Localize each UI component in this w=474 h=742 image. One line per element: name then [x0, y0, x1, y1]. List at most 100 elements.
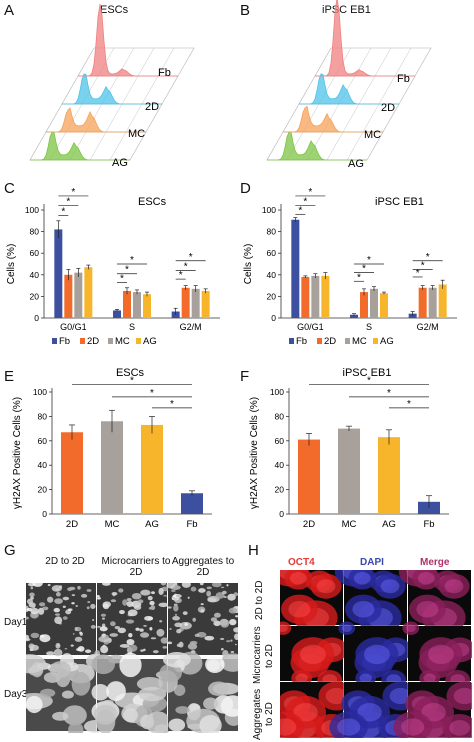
cell-blob — [140, 589, 151, 596]
hist-label-fb: Fb — [158, 67, 171, 79]
panel-letter-e: E — [4, 368, 15, 385]
bar-2d — [64, 274, 73, 318]
legend-swatch-fb — [289, 338, 294, 344]
bar-fb — [54, 229, 63, 318]
cell-blob — [123, 708, 138, 723]
colony-core — [453, 687, 472, 705]
cell-blob — [114, 625, 120, 630]
cell-blob — [198, 588, 206, 593]
colony-core — [288, 600, 311, 618]
bar-mc — [338, 428, 360, 514]
chart-f: iPSC EB1 0 20 40 60 80 100 γH2AX Positive Cells… — [249, 367, 449, 530]
colony-core — [289, 572, 307, 585]
cell-blob — [140, 649, 144, 652]
colony-core — [363, 644, 390, 665]
bar-fb — [350, 314, 358, 318]
cell-blob — [145, 711, 171, 733]
cell-blob — [87, 600, 91, 604]
sig-star: * — [189, 252, 193, 263]
hist-grid-line — [414, 47, 432, 77]
y-tick-label: 20 — [30, 291, 40, 301]
bar-ag — [143, 294, 151, 318]
category-label: G0/G1 — [297, 322, 324, 332]
sig-star: * — [421, 260, 425, 271]
cell-blob — [235, 615, 238, 618]
colony-core — [423, 673, 436, 683]
colony — [374, 573, 406, 599]
category-label: AG — [145, 519, 159, 530]
cell-blob — [175, 706, 190, 714]
hist-grid-line — [342, 103, 360, 133]
cell-blob — [127, 609, 138, 617]
chart-title: iPSC EB1 — [375, 196, 424, 208]
y-tick-label: 80 — [275, 411, 285, 421]
sig-star: * — [130, 376, 134, 387]
y-tick-label: 40 — [30, 270, 40, 280]
cell-blob — [199, 715, 222, 733]
y-tick-label: 100 — [33, 387, 47, 397]
h-row-label-2: Microcarriers to 2D — [252, 626, 275, 684]
y-tick-label: 20 — [275, 485, 285, 495]
bar-ag — [201, 291, 210, 318]
cell-blob — [126, 647, 132, 653]
cell-blob — [211, 583, 222, 588]
cell-blob — [221, 647, 224, 651]
cell-blob — [159, 663, 183, 683]
cell-blob — [147, 595, 153, 601]
colony — [345, 594, 382, 624]
cell-blob — [71, 602, 75, 605]
colony-core — [401, 718, 425, 736]
hist-peak-mc — [46, 107, 146, 133]
hist-peak-ag — [30, 131, 130, 161]
y-tick-label: 0 — [34, 313, 39, 323]
cell-blob — [182, 611, 188, 616]
legend-swatch-fb — [52, 338, 57, 344]
hist-label-2d: 2D — [145, 101, 159, 113]
cell-blob — [149, 626, 153, 631]
y-tick-label: 20 — [38, 485, 48, 495]
category-label: G0/G1 — [60, 322, 87, 332]
cell-blob — [119, 610, 125, 615]
cell-blob — [199, 583, 204, 586]
cell-blob — [100, 645, 109, 654]
cell-blob — [162, 651, 191, 668]
cell-blob — [159, 620, 163, 623]
hist-grid-line — [161, 75, 179, 105]
cell-blob — [230, 639, 233, 642]
cell-blob — [62, 616, 68, 620]
bar-fb — [171, 311, 180, 318]
sig-star: * — [303, 197, 307, 208]
category-label: Fb — [423, 519, 434, 530]
colony — [402, 621, 420, 635]
y-tick-label: 60 — [267, 248, 277, 258]
cell-blob — [213, 620, 221, 627]
legend-swatch-mc — [108, 338, 113, 344]
category-label: 2D — [66, 519, 78, 530]
hist-grid-line — [394, 47, 412, 77]
colony-core — [337, 718, 361, 736]
cell-blob — [86, 589, 92, 592]
hist-grid-line — [137, 47, 155, 77]
cell-blob — [96, 709, 116, 733]
hist-grid-line — [105, 103, 123, 133]
hist-peak-2d — [299, 73, 399, 105]
hist-grid-line — [358, 75, 376, 105]
micrograph-grid — [26, 583, 238, 733]
cell-blob — [47, 596, 54, 603]
cell-blob — [126, 600, 134, 608]
cell-blob — [74, 626, 78, 632]
chart-title: ESCs — [116, 367, 145, 379]
cell-blob — [68, 721, 84, 733]
y-tick-label: 40 — [275, 460, 285, 470]
cell-blob — [119, 644, 130, 648]
cell-blob — [100, 613, 107, 617]
fluor-2-2 — [338, 621, 412, 690]
cell-blob — [29, 644, 39, 651]
cell-blob — [79, 631, 83, 635]
cell-blob — [91, 683, 110, 701]
sig-star: * — [416, 268, 420, 279]
cell-blob — [234, 633, 238, 641]
y-tick-label: 20 — [267, 291, 277, 301]
cell-blob — [137, 599, 144, 604]
hist-grid-line — [145, 103, 163, 133]
